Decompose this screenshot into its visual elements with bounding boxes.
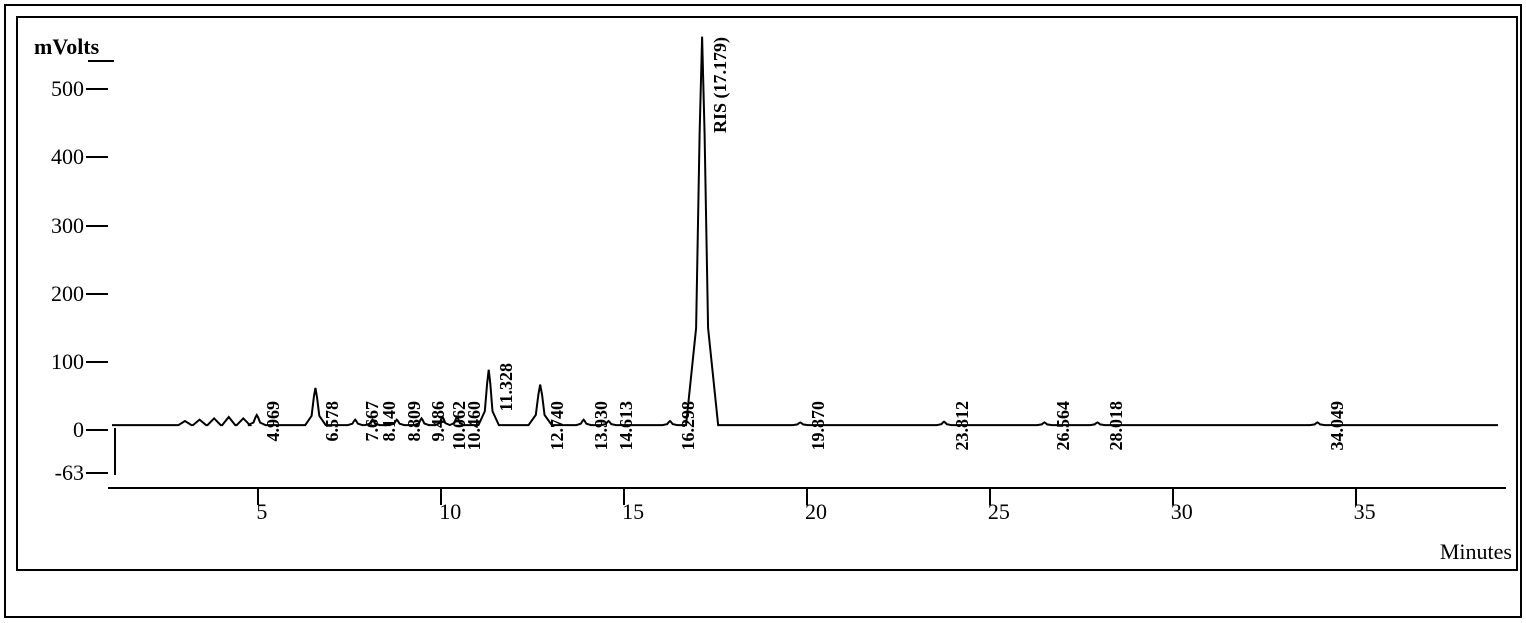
peak-label: RIS (17.179) (710, 37, 731, 133)
peak-label: 12.740 (547, 401, 568, 451)
y-tick-label: 100 (18, 349, 84, 375)
x-tick-label: 25 (988, 499, 1010, 525)
peak-label: 19.870 (808, 401, 829, 451)
y-axis-label: mVolts (34, 34, 99, 60)
peak-label: 8.809 (404, 401, 425, 442)
peak-label: 14.613 (616, 401, 637, 451)
peak-label: 23.812 (952, 401, 973, 451)
peak-label: 9.486 (428, 401, 449, 442)
y-tick-mark (86, 429, 108, 431)
y-label-underline (88, 60, 114, 62)
y-tick-mark (86, 293, 108, 295)
x-axis-label: Minutes (1440, 539, 1512, 565)
y-tick-mark (86, 156, 108, 158)
peak-label: 16.298 (678, 401, 699, 451)
y-tick-label: 400 (18, 144, 84, 170)
plot-area: 4.9696.5787.6678.1408.8099.48610.06210.4… (112, 38, 1498, 469)
y-tick-mark (86, 225, 108, 227)
chromatogram-trace (112, 38, 1498, 469)
x-tick-label: 10 (439, 499, 461, 525)
peak-label: 8.140 (379, 401, 400, 442)
peak-label: 11.328 (496, 363, 517, 412)
y-tick-label: 500 (18, 76, 84, 102)
x-tick-label: 30 (1171, 499, 1193, 525)
y-tick-label: 300 (18, 213, 84, 239)
y-tick-mark (86, 88, 108, 90)
chart-box: mVolts -630100200300400500 4.9696.5787.6… (16, 16, 1518, 571)
y-tick-label: -63 (18, 460, 84, 486)
y-tick-mark (86, 472, 108, 474)
y-tick-label: 0 (18, 417, 84, 443)
x-tick-label: 35 (1354, 499, 1376, 525)
peak-label: 13.930 (591, 401, 612, 451)
peak-label: 28.018 (1106, 401, 1127, 451)
y-tick-mark (86, 361, 108, 363)
x-tick-label: 5 (256, 499, 267, 525)
peak-label: 34.049 (1327, 401, 1348, 451)
outer-frame: mVolts -630100200300400500 4.9696.5787.6… (4, 4, 1522, 618)
x-tick-label: 20 (805, 499, 827, 525)
peak-label: 10.460 (464, 401, 485, 451)
peak-label: 6.578 (322, 401, 343, 442)
y-axis-bar (114, 428, 116, 475)
y-tick-label: 200 (18, 281, 84, 307)
peak-label: 4.969 (263, 401, 284, 442)
x-tick-label: 15 (622, 499, 644, 525)
peak-label: 26.564 (1053, 401, 1074, 451)
